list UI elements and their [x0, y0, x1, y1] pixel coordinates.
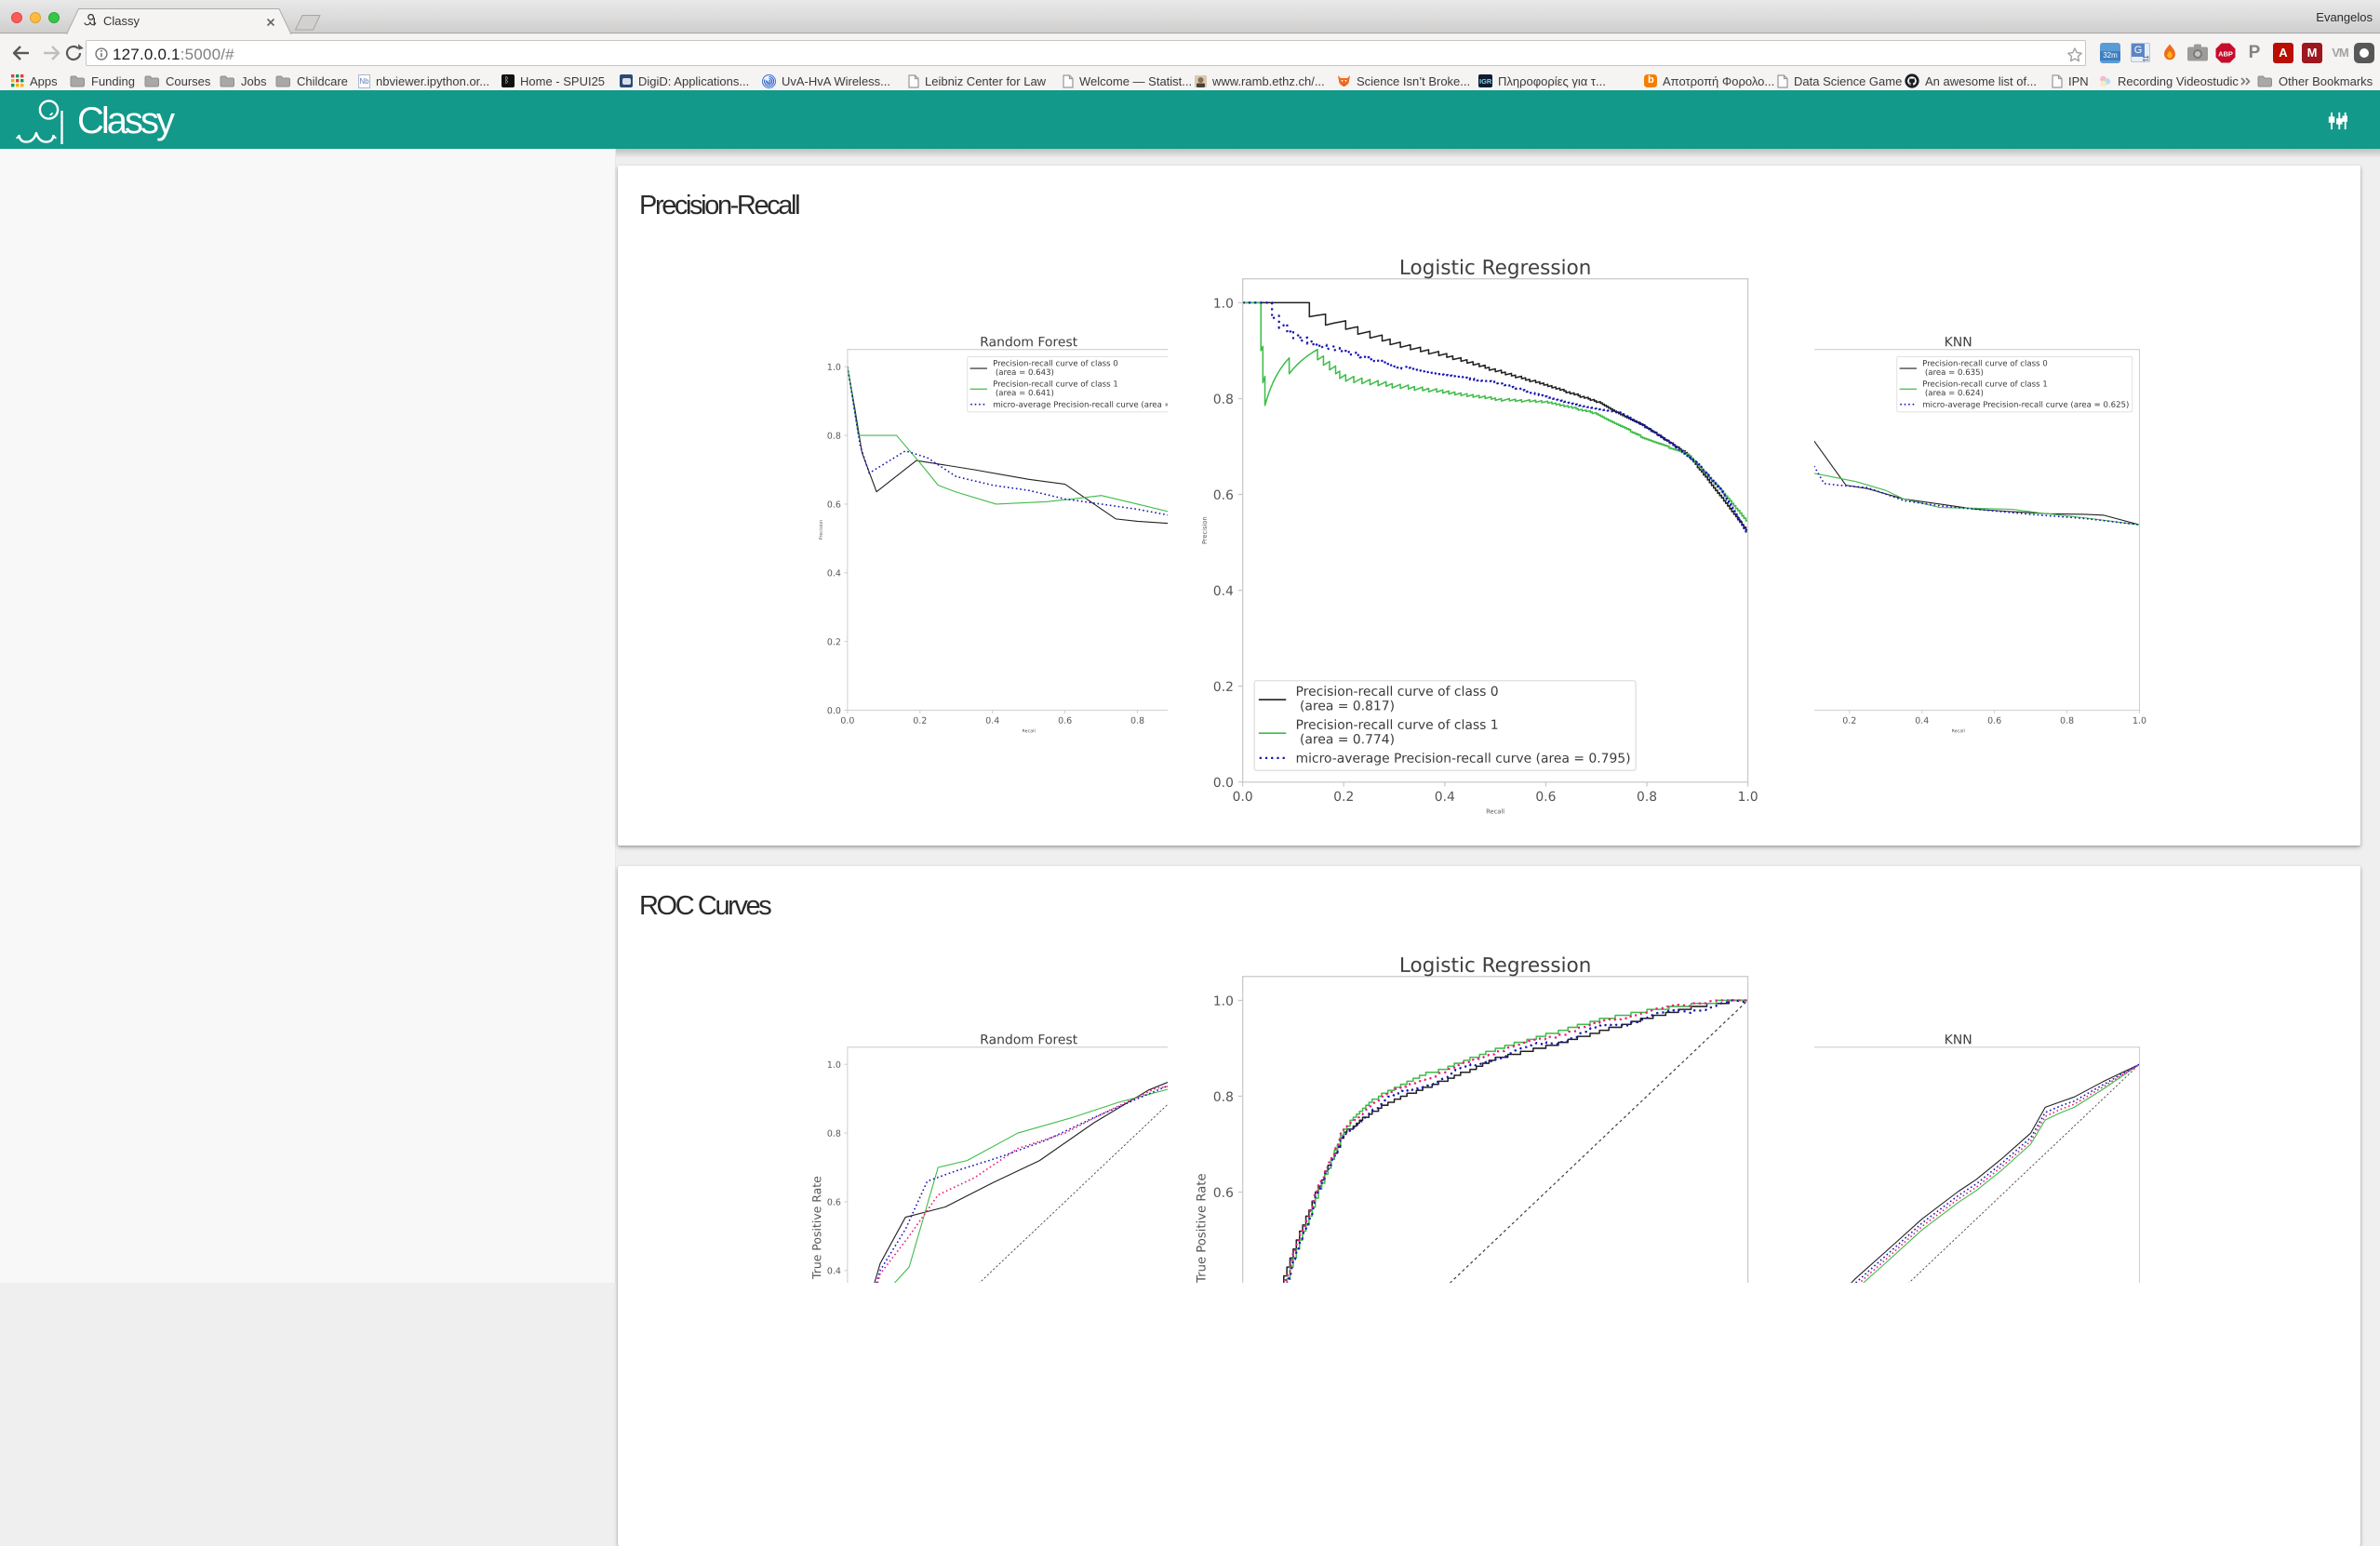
- svg-text:ABP: ABP: [2218, 50, 2233, 59]
